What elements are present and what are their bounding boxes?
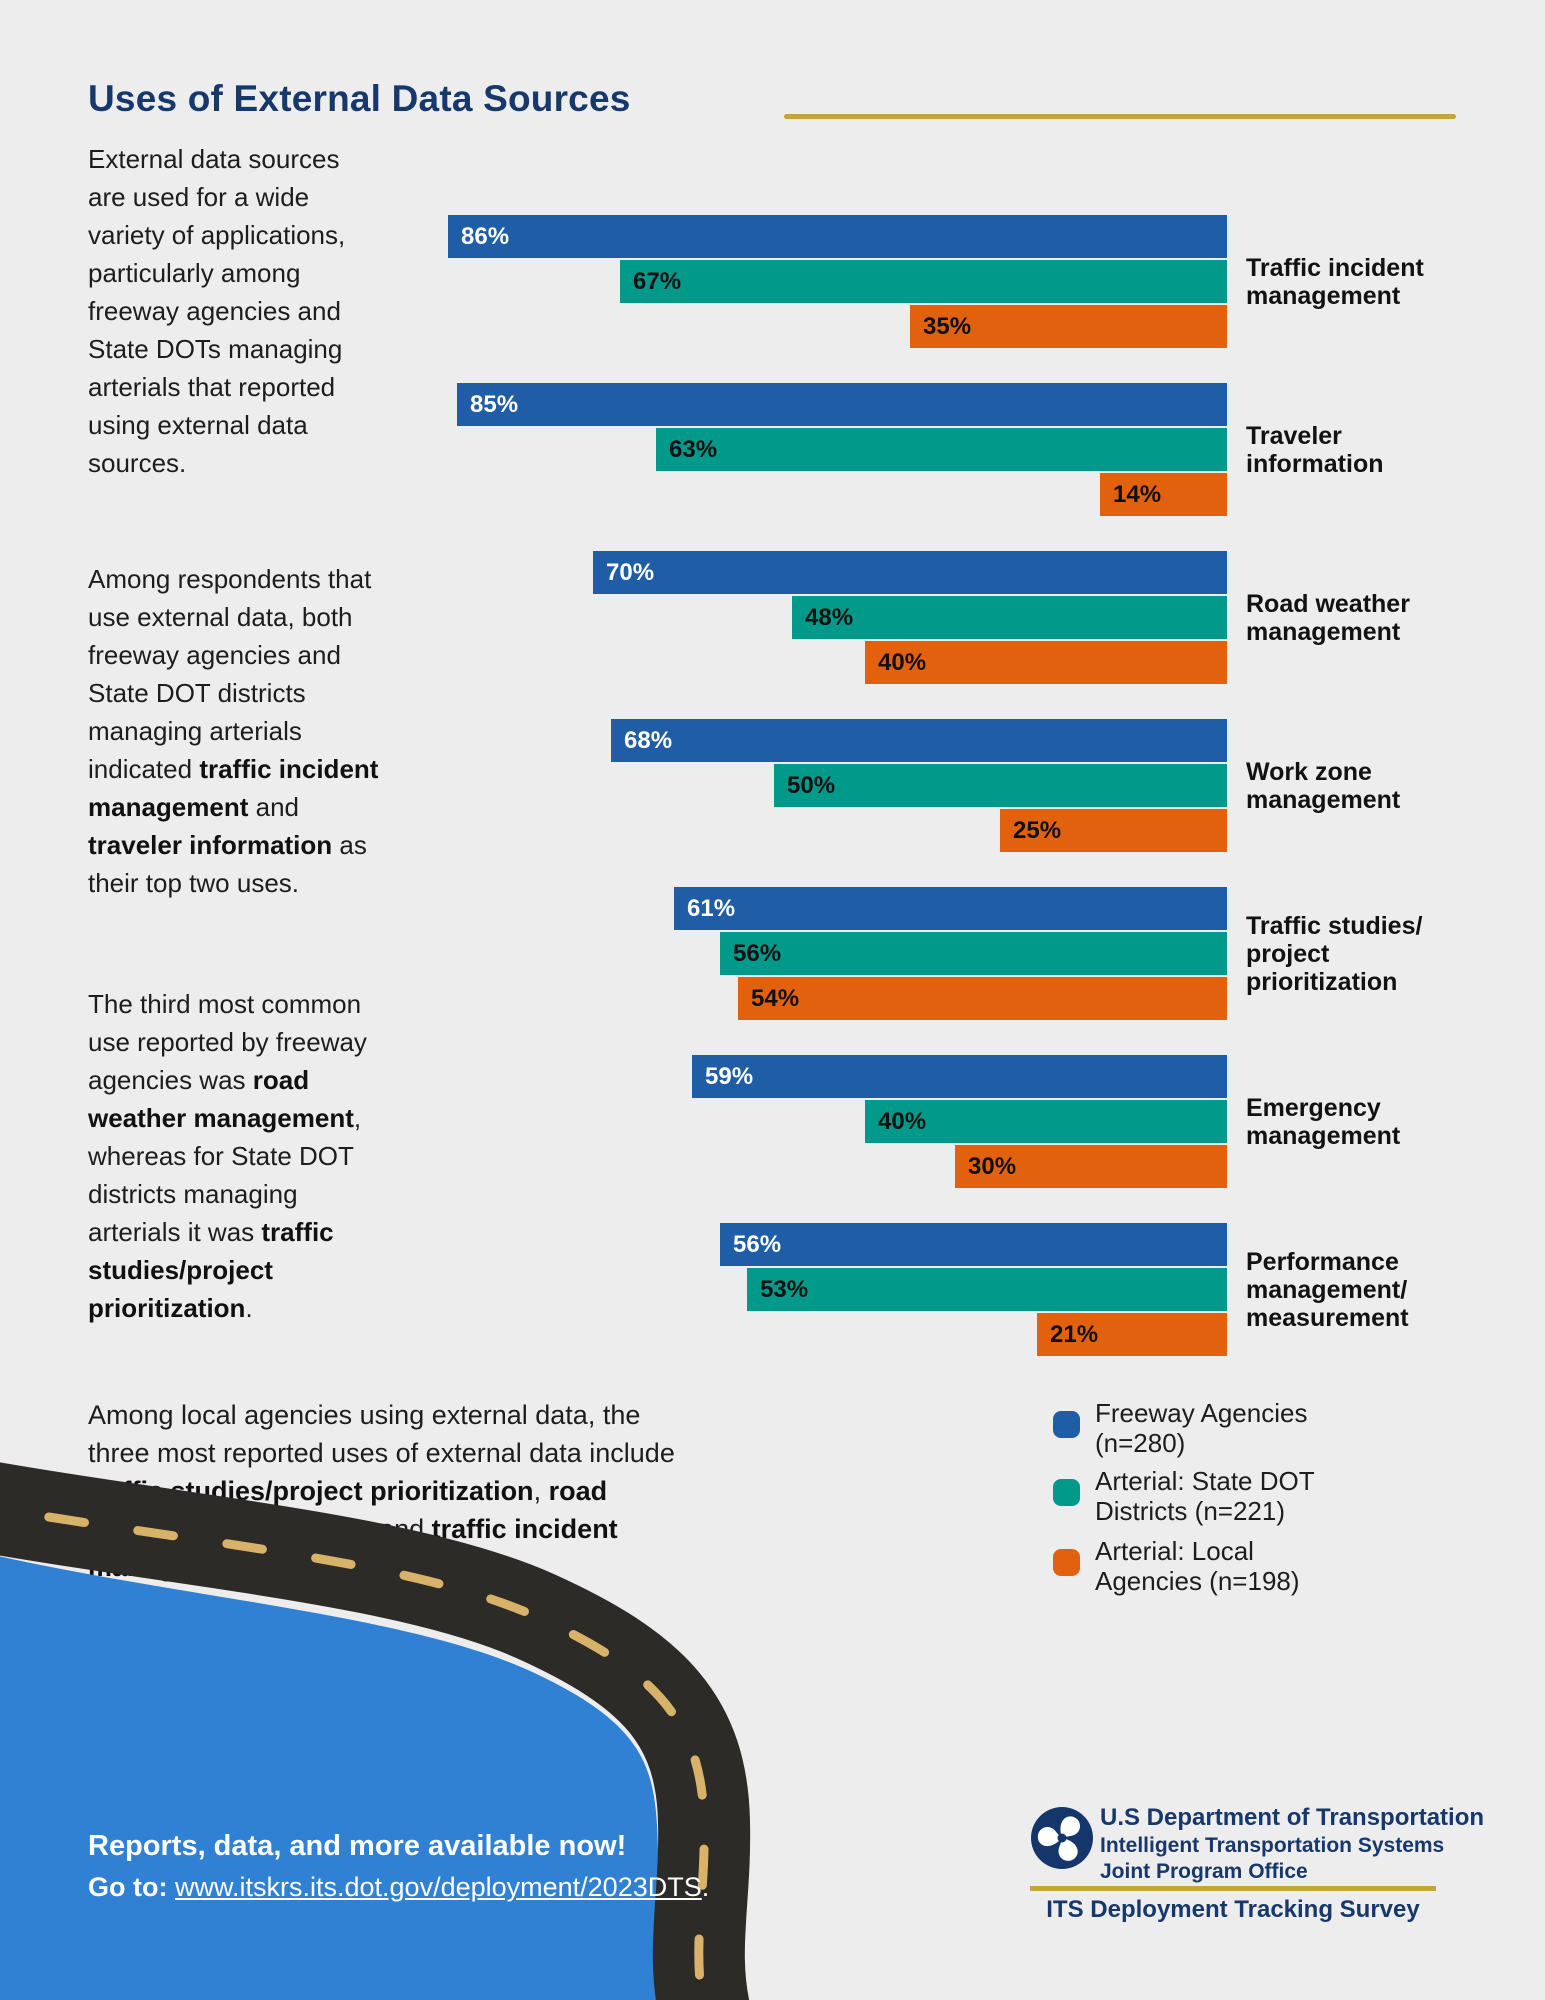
bar-value-label: 40% <box>878 1107 927 1135</box>
bar-traffic-incident-management--freeway-agencies: 86% <box>448 215 1227 258</box>
bar-traffic-incident-management--arterial-state-dot-districts: 67% <box>620 260 1227 303</box>
category-label-road-weather-management: Road weather management <box>1246 551 1538 684</box>
body-text: External data sources are used for a wid… <box>88 144 346 478</box>
body-text: , <box>533 1476 549 1506</box>
legend-swatch-icon <box>1053 1549 1080 1576</box>
bar-value-label: 56% <box>733 1230 782 1258</box>
bar-value-label: 53% <box>760 1275 809 1303</box>
intro-paragraph-3: The third most common use reported by fr… <box>88 985 380 1327</box>
body-text: , whereas for State DOT districts managi… <box>88 1103 362 1247</box>
brand-program-line2: Joint Program Office <box>1100 1860 1308 1883</box>
page-title: Uses of External Data Sources <box>88 78 631 119</box>
legend-label: Freeway Agencies (n=280) <box>1095 1398 1308 1458</box>
bar-traffic-studies-project-prioritization--arterial-state-dot-districts: 56% <box>720 932 1227 975</box>
intro-paragraph-1: External data sources are used for a wid… <box>88 140 380 482</box>
legend-item-arterial-local-agencies-n-198: Arterial: Local Agencies (n=198) <box>1053 1536 1300 1596</box>
category-label-text: Work zone management <box>1246 757 1401 814</box>
legend-label: Arterial: Local Agencies (n=198) <box>1095 1536 1300 1596</box>
bar-value-label: 86% <box>461 222 510 250</box>
bar-value-label: 30% <box>968 1152 1017 1180</box>
bar-value-label: 54% <box>751 984 800 1012</box>
link-period: . <box>701 1872 710 1902</box>
brand-dept-line: U.S Department of Transportation <box>1100 1804 1485 1831</box>
category-label-text: Traffic studies/project prioritization <box>1246 911 1423 996</box>
bar-value-label: 48% <box>805 603 854 631</box>
bar-road-weather-management--freeway-agencies: 70% <box>593 551 1227 594</box>
bar-value-label: 63% <box>669 435 718 463</box>
bar-road-weather-management--arterial-local-agencies: 40% <box>865 641 1227 684</box>
bar-value-label: 70% <box>606 558 655 586</box>
usdot-logo-icon <box>1031 1807 1093 1869</box>
title-rule <box>784 114 1456 119</box>
bar-value-label: 25% <box>1013 816 1062 844</box>
bar-value-label: 40% <box>878 648 927 676</box>
body-text: and <box>248 792 299 822</box>
bar-performance-management-measurement--freeway-agencies: 56% <box>720 1223 1227 1266</box>
blue-panel-shape <box>0 1556 659 2000</box>
category-label-work-zone-management: Work zone management <box>1246 719 1538 852</box>
category-label-text: Traveler information <box>1246 421 1384 478</box>
legend-item-freeway-agencies-n-280: Freeway Agencies (n=280) <box>1053 1398 1307 1458</box>
bar-emergency-management--freeway-agencies: 59% <box>692 1055 1227 1098</box>
intro-paragraph-2: Among respondents that use external data… <box>88 560 380 902</box>
legend-item-arterial-state-dot-districts-n-221: Arterial: State DOT Districts (n=221) <box>1053 1466 1315 1526</box>
category-label-traffic-studies-project-prioritization: Traffic studies/project prioritization <box>1246 887 1538 1020</box>
body-text: The third most common use reported by fr… <box>88 989 367 1095</box>
bar-value-label: 68% <box>624 726 673 754</box>
category-label-text: Performance management/measurement <box>1246 1247 1409 1332</box>
bar-value-label: 21% <box>1050 1320 1099 1348</box>
bar-value-label: 14% <box>1113 480 1162 508</box>
body-text: Among local agencies using external data… <box>88 1400 675 1468</box>
category-label-emergency-management: Emergency management <box>1246 1055 1538 1188</box>
bar-performance-management-measurement--arterial-local-agencies: 21% <box>1037 1313 1227 1356</box>
bar-emergency-management--arterial-local-agencies: 30% <box>955 1145 1227 1188</box>
bar-value-label: 61% <box>687 894 736 922</box>
bar-work-zone-management--arterial-state-dot-districts: 50% <box>774 764 1227 807</box>
brand-gold-rule <box>1030 1886 1436 1891</box>
bar-emergency-management--arterial-state-dot-districts: 40% <box>865 1100 1227 1143</box>
bar-value-label: 85% <box>470 390 519 418</box>
emphasized-text: road weather management <box>88 1065 354 1133</box>
footer-headline: Reports, data, and more available now! <box>88 1830 627 1862</box>
brand-program-line1: Intelligent Transportation Systems <box>1100 1834 1445 1857</box>
category-label-traffic-incident-management: Traffic incident management <box>1246 215 1538 348</box>
bar-traveler-information--arterial-local-agencies: 14% <box>1100 473 1227 516</box>
goto-label: Go to: <box>88 1872 168 1902</box>
bar-traffic-incident-management--arterial-local-agencies: 35% <box>910 305 1227 348</box>
legend-swatch-icon <box>1053 1411 1080 1438</box>
bar-traffic-studies-project-prioritization--freeway-agencies: 61% <box>674 887 1227 930</box>
emphasized-text: traffic incident management <box>88 754 379 822</box>
bar-work-zone-management--freeway-agencies: 68% <box>611 719 1227 762</box>
bar-work-zone-management--arterial-local-agencies: 25% <box>1000 809 1227 852</box>
category-label-performance-management-measurement: Performance management/measurement <box>1246 1223 1538 1356</box>
bar-value-label: 59% <box>705 1062 754 1090</box>
emphasized-text: traffic studies/project prioritization <box>88 1217 334 1323</box>
bar-traveler-information--freeway-agencies: 85% <box>457 383 1227 426</box>
legend-label: Arterial: State DOT Districts (n=221) <box>1095 1466 1315 1526</box>
body-text: Among respondents that use external data… <box>88 564 372 784</box>
bar-value-label: 67% <box>633 267 682 295</box>
road-center-dashes <box>0 1504 709 2000</box>
bar-road-weather-management--arterial-state-dot-districts: 48% <box>792 596 1227 639</box>
bar-value-label: 35% <box>923 312 972 340</box>
footer-goto-line: Go to: www.itskrs.its.dot.gov/deployment… <box>88 1872 709 1903</box>
deployment-link[interactable]: www.itskrs.its.dot.gov/deployment/2023DT… <box>175 1872 702 1902</box>
category-label-text: Road weather management <box>1246 589 1410 646</box>
category-label-traveler-information: Traveler information <box>1246 383 1538 516</box>
category-label-text: Emergency management <box>1246 1093 1401 1150</box>
road-graphic <box>0 1462 751 2000</box>
bar-traffic-studies-project-prioritization--arterial-local-agencies: 54% <box>738 977 1227 1020</box>
body-text: as their top two uses. <box>88 830 367 898</box>
category-label-text: Traffic incident management <box>1246 253 1424 310</box>
emphasized-text: traveler information <box>88 830 333 860</box>
brand-survey-title: ITS Deployment Tracking Survey <box>1046 1896 1420 1923</box>
legend-swatch-icon <box>1053 1479 1080 1506</box>
bar-traveler-information--arterial-state-dot-districts: 63% <box>656 428 1227 471</box>
body-text: . <box>245 1293 253 1323</box>
bar-value-label: 50% <box>787 771 836 799</box>
bar-value-label: 56% <box>733 939 782 967</box>
bar-performance-management-measurement--arterial-state-dot-districts: 53% <box>747 1268 1227 1311</box>
